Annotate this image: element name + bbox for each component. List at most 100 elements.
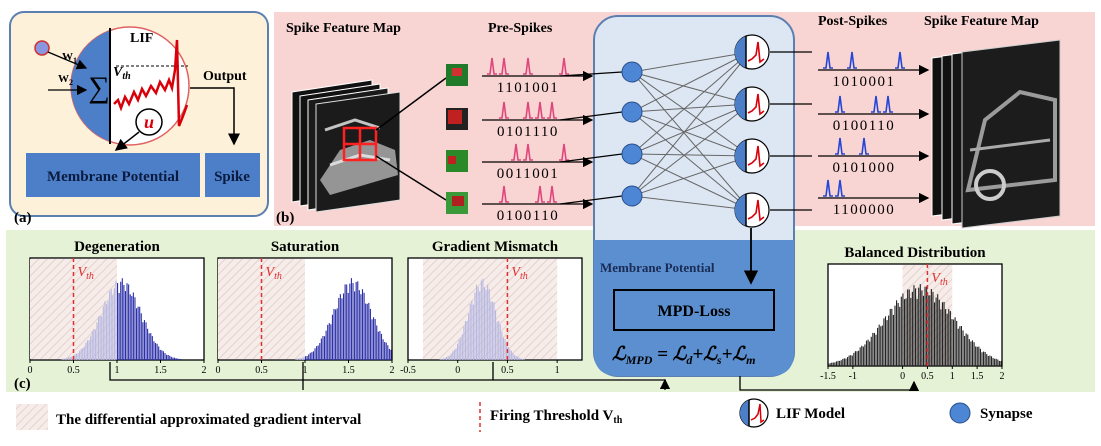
legend-synapse-icon <box>949 402 971 424</box>
hist-bar <box>153 341 155 360</box>
hist-bar <box>139 306 141 360</box>
u-label: u <box>144 112 154 132</box>
hist-bar <box>117 283 119 360</box>
hist-bar <box>124 291 127 360</box>
hist-bar <box>128 284 130 360</box>
spike-code: 0100110 <box>833 118 895 134</box>
hist-bar <box>441 358 443 360</box>
input-spike-feature-map <box>291 79 401 213</box>
hist-bar <box>507 347 509 360</box>
hist-bar <box>66 358 68 360</box>
tick-label: 1 <box>950 371 955 382</box>
hist-bar <box>968 339 970 366</box>
hist-bar <box>957 328 959 366</box>
hist-bar <box>339 294 341 360</box>
hist-bar <box>911 291 913 366</box>
hist-bar <box>159 349 161 360</box>
hist-bar <box>854 351 856 366</box>
hist-bar <box>971 340 974 366</box>
hist-bar <box>892 314 894 366</box>
hist-bar <box>457 343 459 360</box>
membrane-potential-region-label: Membrane Potential <box>600 260 715 275</box>
hist-bar <box>166 354 168 360</box>
spike-label: Spike <box>214 169 250 185</box>
hist-bar <box>491 301 493 360</box>
sigma-symbol: ∑ <box>88 71 109 104</box>
legend-interval-label: The differential approximated gradient i… <box>56 412 361 428</box>
hist-bar <box>941 302 943 366</box>
hist-bar <box>896 300 898 366</box>
hist-bar <box>363 292 365 360</box>
hist-bar <box>88 340 90 360</box>
hist-bar <box>964 335 966 366</box>
hist-bar <box>180 359 182 360</box>
hist-bar <box>63 358 65 360</box>
tick-label: 0 <box>455 365 460 376</box>
hist-bar <box>870 336 872 366</box>
left-feature-map-title: Spike Feature Map <box>286 21 401 36</box>
hist-bar <box>346 284 348 360</box>
hist-bar <box>913 285 915 366</box>
hist-bar <box>926 286 928 366</box>
hist-bar <box>499 324 501 360</box>
hist-bar <box>842 358 844 366</box>
hist-bar <box>306 355 308 360</box>
tick-label: 1 <box>303 365 308 376</box>
hist-bar <box>115 280 117 360</box>
tick-label: -1 <box>849 371 857 382</box>
hist-bar <box>361 289 364 360</box>
hist-bar <box>948 309 950 366</box>
hist-bar <box>131 296 133 360</box>
hist-bar <box>875 334 877 366</box>
hist-bar <box>967 334 969 366</box>
histogram-degeneration: Degeneration Vth 0 0.5 1 1.5 2 <box>28 239 207 376</box>
hist-bar <box>480 280 482 360</box>
hist-bar <box>951 319 953 366</box>
hist-bar <box>319 343 321 360</box>
hist-bar <box>317 345 319 360</box>
hist-bar <box>154 343 157 360</box>
vth-marker-label: Vth <box>511 265 527 282</box>
hist-bar <box>479 291 481 360</box>
hist-bar <box>338 297 340 360</box>
hist-bar <box>859 347 861 366</box>
hist-bar <box>873 332 875 366</box>
hist-bar <box>850 355 852 366</box>
hist-bar <box>336 308 338 360</box>
hist-bar <box>173 357 176 360</box>
hist-bar <box>169 355 171 360</box>
hist-bar <box>918 287 920 366</box>
hist-bar <box>83 346 85 360</box>
hist-bar <box>175 358 177 360</box>
network-connections <box>559 51 751 211</box>
hist-bar <box>71 356 73 360</box>
hist-bar <box>369 308 371 360</box>
hist-bar <box>373 317 375 360</box>
hist-bar <box>485 289 487 360</box>
hist-bar <box>61 358 63 360</box>
spike-mark <box>487 57 497 75</box>
hist-bar <box>956 320 958 366</box>
hist-bar <box>998 360 1000 366</box>
hist-bar <box>330 324 332 360</box>
spike-mark <box>823 179 833 197</box>
hist-bar <box>989 355 991 366</box>
hist-bar <box>333 308 335 360</box>
hist-bar <box>937 294 939 366</box>
hist-bar <box>515 355 517 360</box>
pre-spike-train: 0100110 <box>482 185 594 224</box>
hist-bar <box>300 358 302 360</box>
histogram-title: Degeneration <box>74 239 160 255</box>
hist-bar <box>949 311 951 366</box>
hist-bar <box>959 326 961 366</box>
hist-bar <box>872 332 874 366</box>
vth-marker-label: Vth <box>266 265 282 282</box>
hist-bar <box>506 342 508 360</box>
lif-neuron-node <box>734 138 812 174</box>
pre-spike-train: 0011001 <box>482 143 594 182</box>
hist-bar <box>357 281 359 360</box>
hist-bar <box>468 313 470 360</box>
hist-bar <box>360 294 362 360</box>
spike-mark <box>559 143 569 161</box>
hist-bar <box>995 358 997 366</box>
